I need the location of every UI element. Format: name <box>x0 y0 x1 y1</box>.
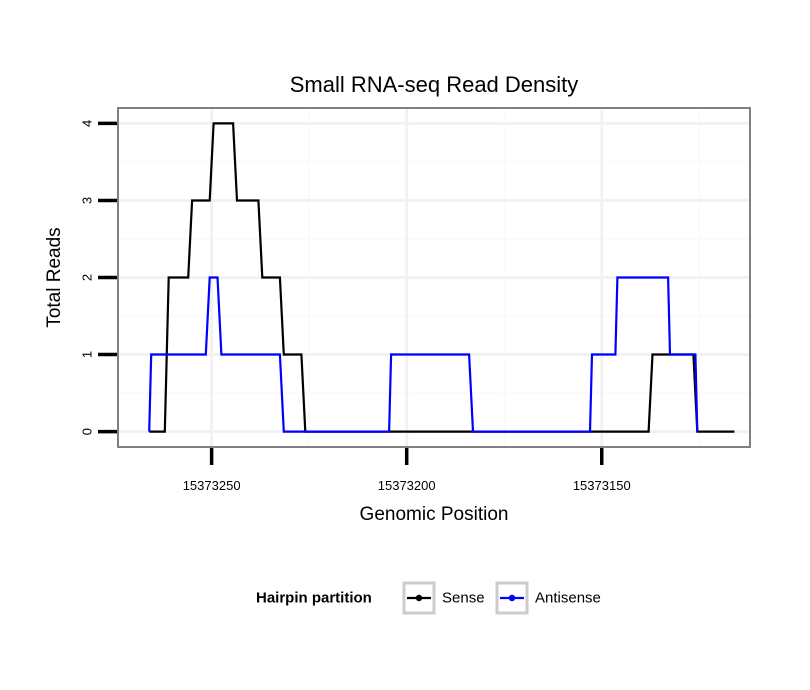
y-tick-label: 2 <box>80 274 95 281</box>
legend-key-marker-sense <box>415 594 423 602</box>
y-tick-label: 1 <box>80 351 95 358</box>
plot-border <box>117 107 751 448</box>
legend-title: Hairpin partition <box>256 590 372 607</box>
y-tick-label: 3 <box>80 197 95 204</box>
x-axis-title: Genomic Position <box>360 504 509 525</box>
series-line-antisense <box>148 276 699 433</box>
chart-title: Small RNA-seq Read Density <box>290 72 579 97</box>
y-tick-label: 4 <box>80 120 95 127</box>
legend-key-marker-antisense <box>508 594 516 602</box>
series-line-sense <box>149 122 735 433</box>
legend-label-sense: Sense <box>442 590 485 607</box>
x-tick-label: 15373150 <box>573 478 631 493</box>
y-axis-title: Total Reads <box>44 227 65 327</box>
x-tick-label: 15373200 <box>378 478 436 493</box>
legend-label-antisense: Antisense <box>535 590 601 607</box>
x-tick-label: 15373250 <box>183 478 241 493</box>
y-tick-label: 0 <box>80 428 95 435</box>
